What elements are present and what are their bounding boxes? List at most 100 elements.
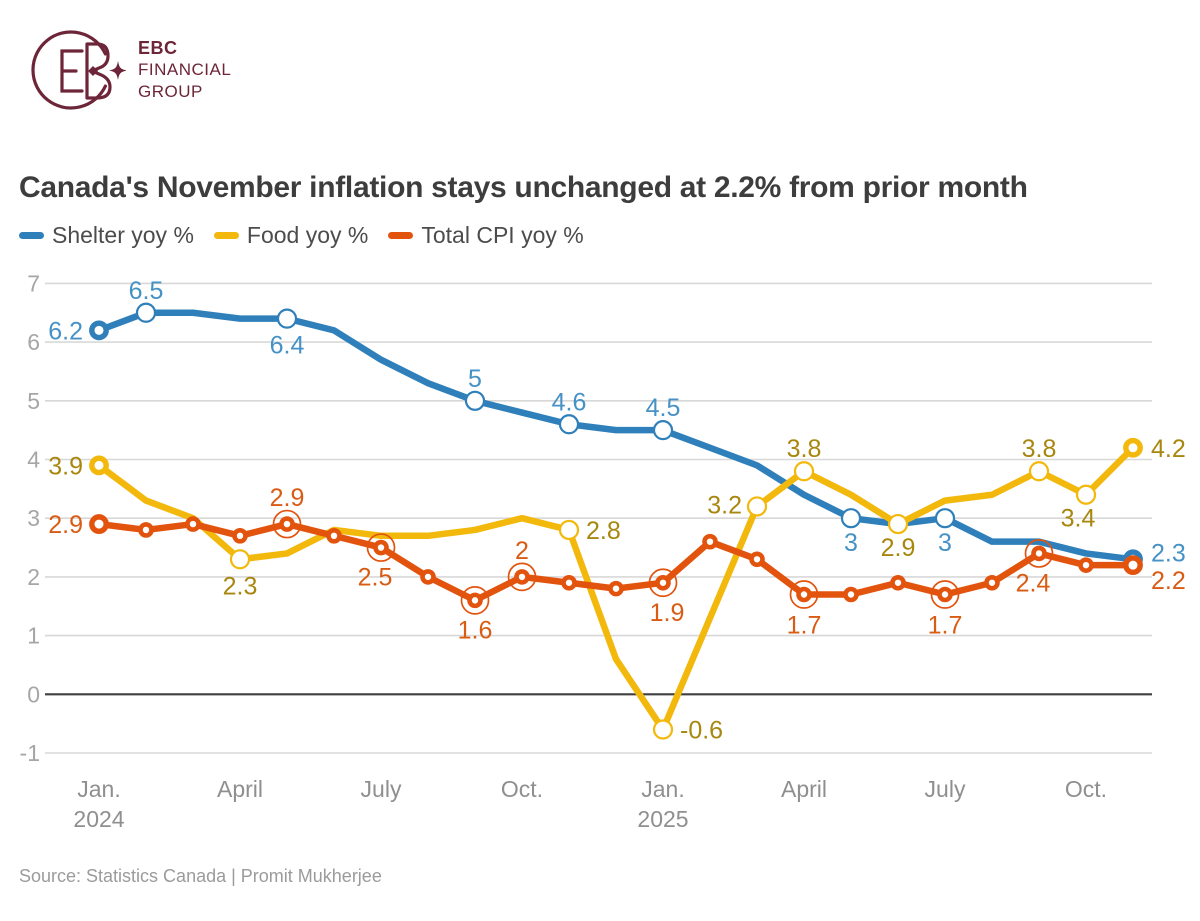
food-legend-swatch-icon [213,232,239,239]
data-value-label: 2.9 [48,511,83,539]
chart-title: Canada's November inflation stays unchan… [19,171,1028,205]
data-point-dot [702,533,718,550]
data-value-label: 2 [515,537,529,565]
data-point-highlight-ring [507,562,537,592]
data-value-label: 3 [844,529,858,557]
data-value-label: 2.5 [358,564,393,592]
data-value-label: 3.4 [1061,505,1096,533]
x-axis: Jan. 2024 April July Oct. Jan. 2025 April July Oc… [73,776,1107,832]
data-point-highlight-ring [460,586,490,615]
data-value-label: 6.4 [270,332,305,360]
data-value-label: 1.6 [458,616,493,644]
food-yoy-line [95,444,1137,733]
data-point-highlight-ring [1024,539,1054,568]
data-point-endpoint [1123,437,1143,458]
data-point-endpoint [89,320,109,341]
x-axis-tick-label: July [925,776,966,802]
logo-letter-e [60,49,84,93]
y-axis-tick-label: 3 [27,505,40,531]
data-point-open-circle [558,414,580,435]
data-value-label: 2.2 [1151,567,1186,595]
shelter-yoy-line [95,309,1137,563]
source-credit: Source: Statistics Canada | Promit Mukhe… [19,866,382,886]
data-value-label: 4.2 [1151,435,1186,463]
x-axis-tick-label: Jan. [641,776,684,802]
data-point-open-circle [934,508,956,529]
data-point-open-circle [276,308,298,329]
chart-legend: Shelter yoy % Food yoy % Total CPI yoy % [19,222,584,249]
data-point-dot [937,586,953,603]
data-point-dot [608,580,624,597]
y-axis-tick-label: 0 [27,681,40,707]
data-point-open-circle [229,549,251,570]
series-value-labels-1: 3.9 2.3 2.8 -0.6 3.2 3.8 2.9 3.8 3.4 4.2 [48,435,1186,745]
legend-label-shelter: Shelter yoy % [52,222,194,248]
grid-and-y-axis: 7 6 5 4 3 2 1 0 -1 [20,270,1152,766]
data-point-dot [185,516,201,532]
data-point-open-circle [793,461,815,482]
data-point-dot [561,574,577,591]
series-markers-0 [89,302,1143,570]
data-value-label: 2.3 [223,572,258,600]
data-point-dot [890,574,906,591]
data-point-dot [1031,545,1047,562]
data-value-label: 4.5 [646,394,681,422]
x-axis-tick-label: Oct. [1065,776,1107,802]
data-value-label: 3.8 [787,435,822,463]
data-point-highlight-ring [789,580,819,609]
data-point-open-circle [840,508,862,529]
data-point-dot [279,516,295,532]
y-axis-tick-label: -1 [20,740,40,766]
data-point-dot [843,586,859,603]
x-axis-tick-label: July [361,776,402,802]
data-value-label: 2.4 [1016,569,1051,597]
data-point-dot [1078,557,1094,573]
y-axis-tick-label: 5 [27,388,40,414]
logo-diamond [88,66,98,76]
x-axis-tick-label: Oct. [501,776,543,802]
data-point-endpoint [89,455,109,476]
data-point-open-circle [652,719,674,740]
legend-label-food: Food yoy % [246,222,369,248]
data-value-label: 2.3 [1151,539,1186,567]
legend-item-food: Food yoy % [213,222,369,249]
data-point-dot [749,551,765,568]
data-point-dot [514,569,530,585]
data-value-label: 5 [468,365,482,393]
series-value-labels-0: 6.2 6.5 6.4 5 4.6 4.5 3 3 2.3 [48,277,1186,568]
data-point-dot [138,522,154,538]
data-point-open-circle [887,513,909,535]
data-point-highlight-ring [366,533,396,562]
ebc-logo-mark-icon [31,30,126,110]
data-value-label: 2.8 [586,517,621,545]
data-point-open-circle [1028,461,1050,482]
legend-label-total-cpi: Total CPI yoy % [421,222,584,248]
data-point-dot [796,586,812,603]
x-axis-tick-label: April [781,776,827,802]
data-value-label: -0.6 [680,717,723,745]
data-value-label: 3.8 [1022,435,1057,463]
data-point-endpoint [89,514,109,534]
data-value-label: 1.9 [650,599,685,627]
y-axis-tick-label: 4 [27,447,40,473]
data-value-label: 3.9 [48,452,83,480]
shelter-legend-swatch-icon [19,232,44,239]
data-point-open-circle [652,420,674,441]
data-point-open-circle [1075,484,1097,505]
data-value-label: 6.5 [129,277,164,305]
x-axis-tick-year: 2024 [73,806,124,832]
data-point-dot [655,574,671,591]
data-point-dot [232,528,248,544]
logo-brand-name: EBC [138,38,178,58]
x-axis-tick-year: 2025 [637,806,688,832]
data-value-label: 1.7 [787,612,822,640]
data-value-label: 3 [938,529,952,557]
y-axis-tick-label: 6 [27,329,40,355]
y-axis-tick-label: 2 [27,564,40,590]
data-point-dot [373,539,389,556]
y-axis-tick-label: 1 [27,623,40,649]
logo-brand-word-financial: FINANCIAL [138,60,232,79]
data-value-label: 1.7 [928,612,963,640]
data-point-highlight-ring [648,568,678,598]
